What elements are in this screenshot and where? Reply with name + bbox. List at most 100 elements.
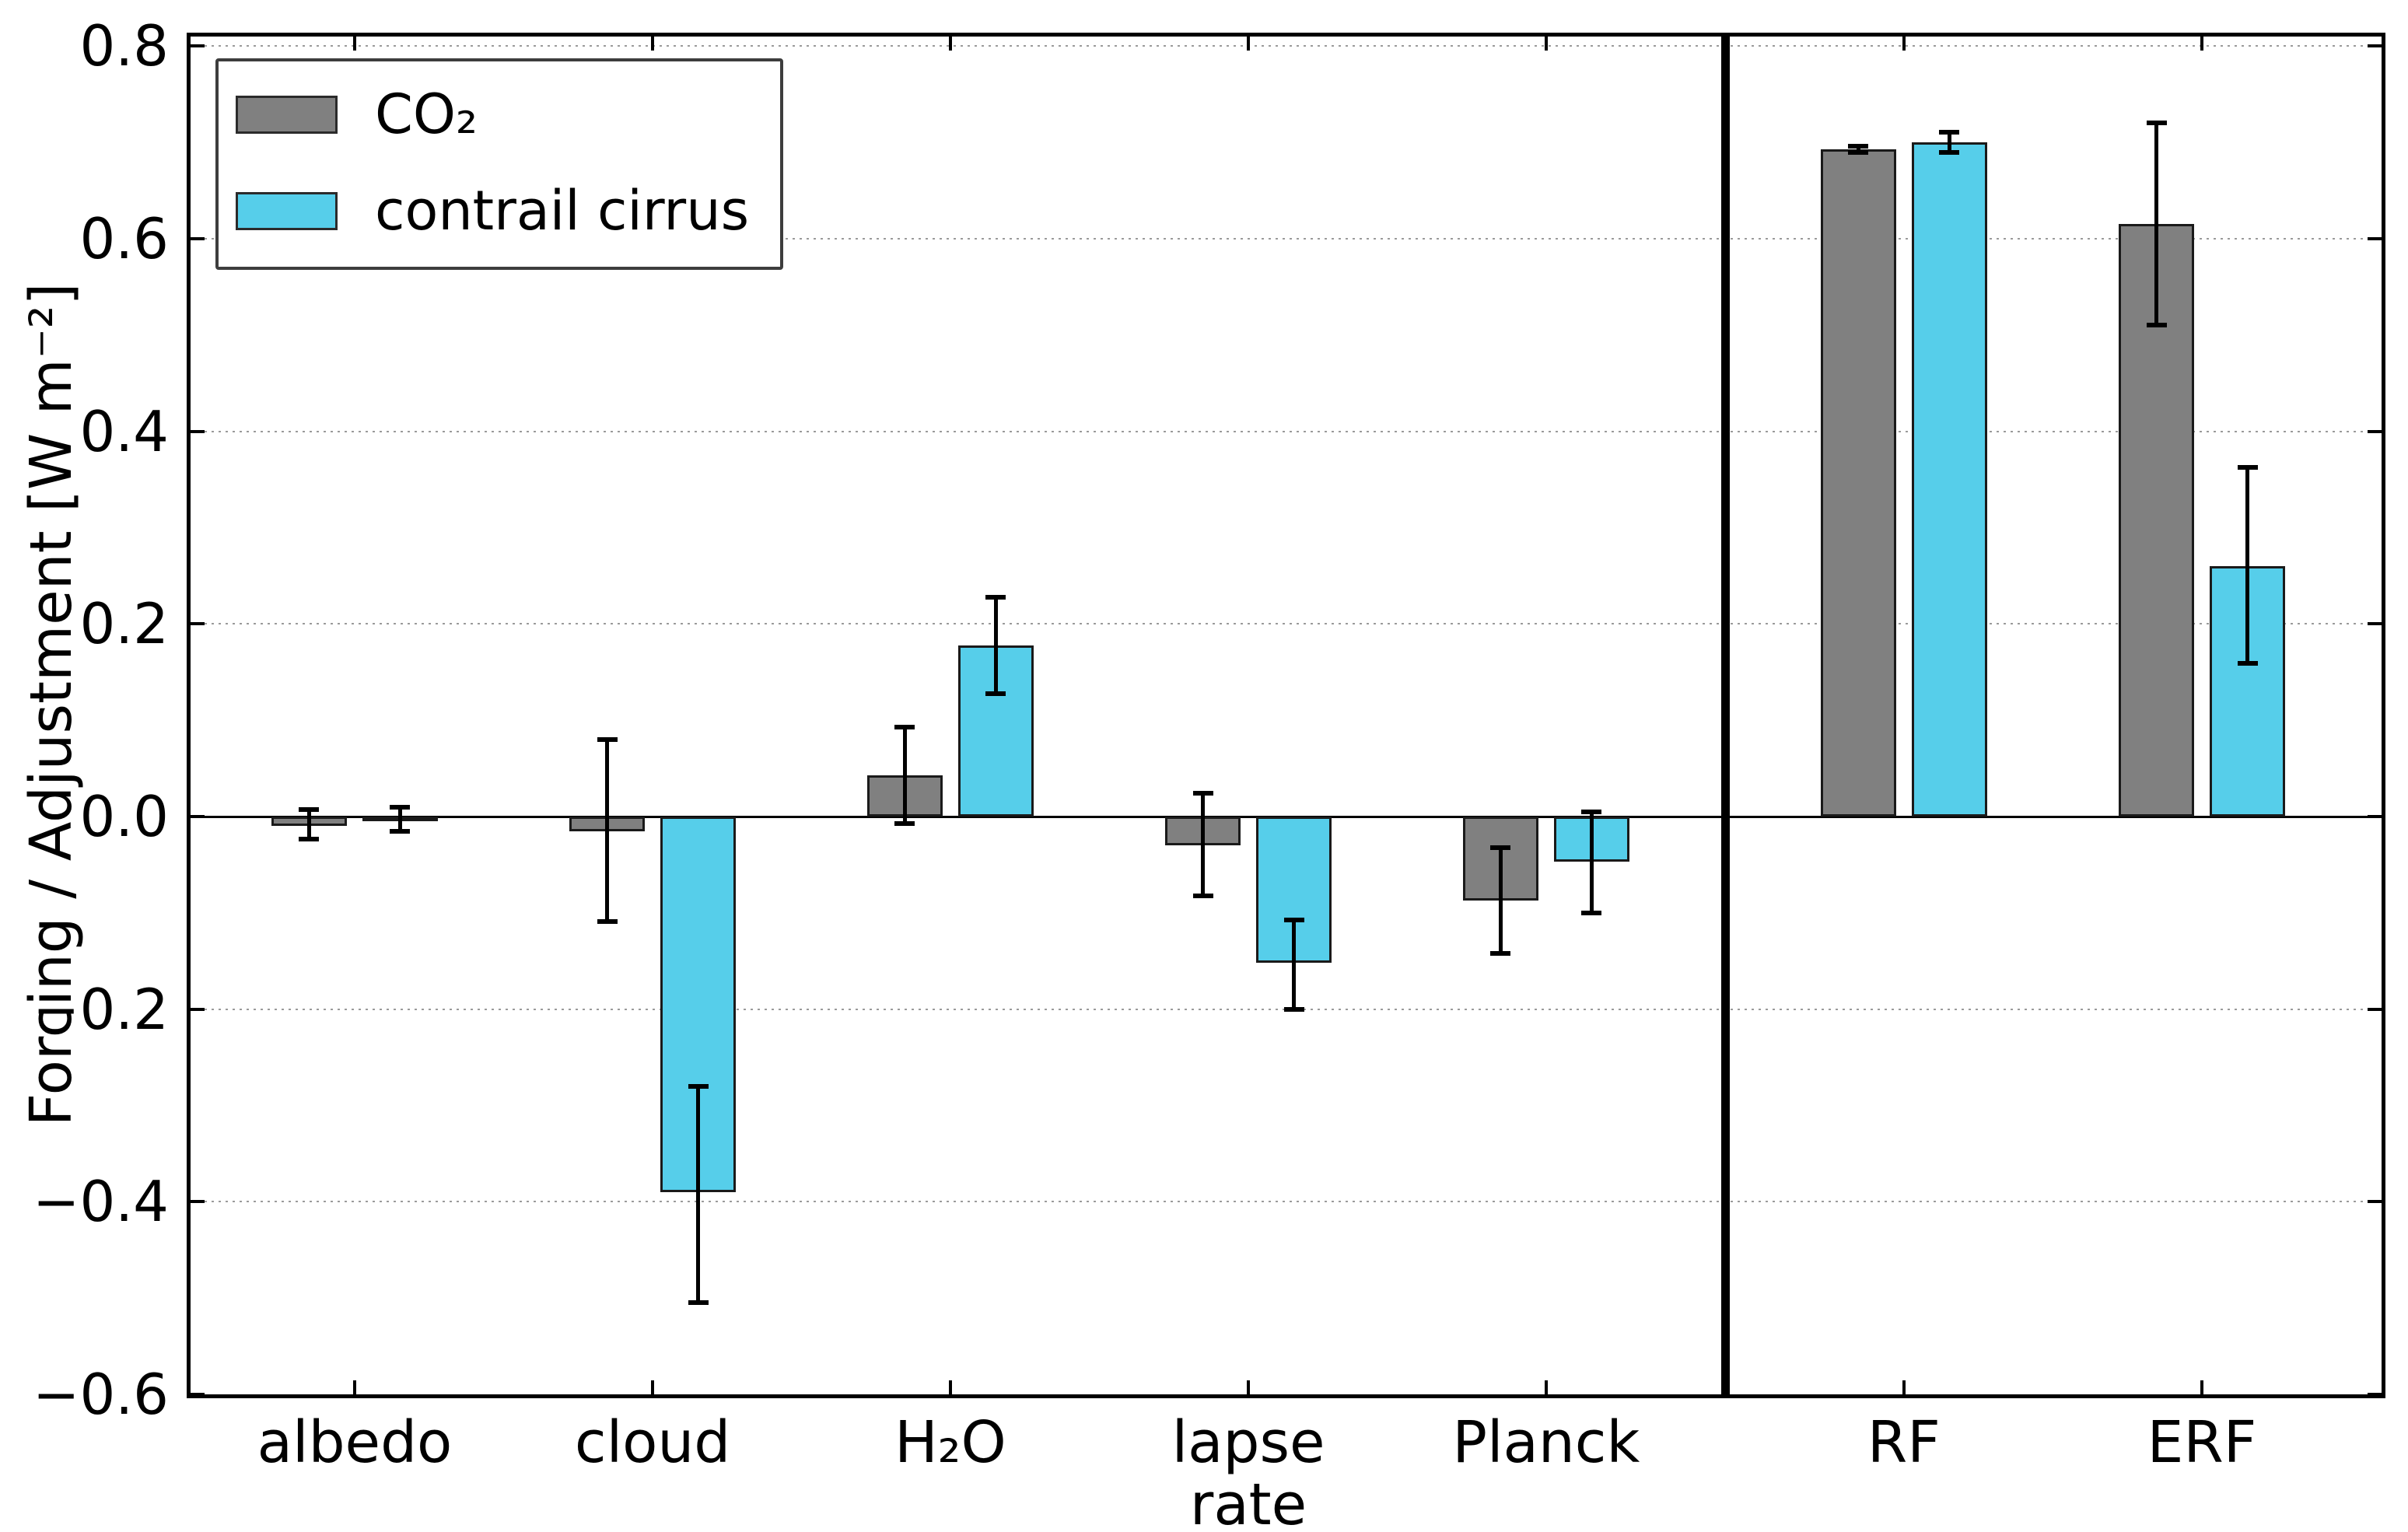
separator-line bbox=[1720, 37, 1730, 1394]
error-cap-bottom-contrail-cirrus-planck bbox=[1581, 910, 1602, 915]
x-tick-label-line: rate bbox=[1189, 1471, 1307, 1532]
x-tick-label-planck: Planck bbox=[1375, 1411, 1717, 1474]
x-tick-label-line: lapse bbox=[1171, 1409, 1325, 1476]
gridline-0.6 bbox=[191, 238, 2382, 240]
error-bar-contrail-cirrus-cloud bbox=[696, 1086, 701, 1303]
legend-entry-contrail-cirrus: contrail cirrus bbox=[236, 181, 749, 240]
error-cap-top-contrail-cirrus-erf bbox=[2237, 464, 2258, 470]
y-tick-left--0.6 bbox=[191, 1393, 205, 1396]
error-cap-bottom-contrail-cirrus-lapse-rate bbox=[1283, 1006, 1304, 1012]
y-tick-right-0 bbox=[2368, 815, 2382, 819]
error-bar-contrail-cirrus-h-o bbox=[993, 596, 998, 694]
y-axis-title: Forcing / Adjustment [W m⁻²] bbox=[18, 282, 85, 1127]
error-cap-top-co-albedo bbox=[299, 807, 320, 813]
error-cap-top-co-h-o bbox=[894, 724, 915, 729]
x-tick-bottom-planck bbox=[1544, 1380, 1548, 1394]
error-cap-bottom-co-albedo bbox=[299, 836, 320, 841]
gridline-0.2 bbox=[191, 623, 2382, 625]
error-bar-contrail-cirrus-albedo bbox=[397, 806, 402, 831]
y-tick-right-0.8 bbox=[2368, 44, 2382, 48]
error-cap-bottom-contrail-cirrus-cloud bbox=[688, 1300, 709, 1306]
x-tick-label-erf: ERF bbox=[2031, 1411, 2373, 1474]
error-bar-contrail-cirrus-rf bbox=[1947, 131, 1951, 152]
y-tick-label: 0.4 bbox=[79, 398, 169, 464]
x-tick-bottom-cloud bbox=[651, 1380, 655, 1394]
x-tick-label-rf: RF bbox=[1733, 1411, 2075, 1474]
x-tick-label-line: cloud bbox=[574, 1409, 731, 1476]
error-cap-bottom-contrail-cirrus-h-o bbox=[985, 691, 1006, 696]
legend-swatch-contrail-cirrus bbox=[236, 191, 338, 230]
error-cap-bottom-contrail-cirrus-albedo bbox=[390, 828, 411, 834]
error-cap-top-contrail-cirrus-h-o bbox=[985, 594, 1006, 600]
error-cap-bottom-co-planck bbox=[1490, 950, 1511, 956]
x-tick-bottom-albedo bbox=[352, 1380, 356, 1394]
y-tick-left-0.8 bbox=[191, 44, 205, 48]
error-cap-top-contrail-cirrus-rf bbox=[1939, 129, 1960, 135]
x-tick-label-line: RF bbox=[1867, 1409, 1941, 1476]
x-tick-top-lapse-rate bbox=[1247, 37, 1251, 51]
y-tick-label: −0.6 bbox=[33, 1362, 169, 1427]
error-bar-contrail-cirrus-lapse-rate bbox=[1292, 919, 1297, 1009]
error-cap-top-contrail-cirrus-albedo bbox=[390, 804, 411, 810]
gridline-0.8 bbox=[191, 45, 2382, 47]
y-tick-right-0.4 bbox=[2368, 429, 2382, 433]
legend-swatch-co bbox=[236, 95, 338, 134]
error-cap-bottom-co-cloud bbox=[597, 918, 618, 924]
error-bar-co-lapse-rate bbox=[1201, 793, 1206, 896]
error-bar-co-erf bbox=[2154, 123, 2158, 326]
error-cap-bottom-co-lapse-rate bbox=[1192, 893, 1213, 898]
x-tick-label-h-o: H₂O bbox=[779, 1411, 1122, 1474]
x-tick-top-albedo bbox=[352, 37, 356, 51]
y-tick-right--0.4 bbox=[2368, 1200, 2382, 1204]
error-cap-top-co-planck bbox=[1490, 845, 1511, 850]
bar-co-rf bbox=[1820, 149, 1896, 817]
error-bar-co-rf bbox=[1856, 146, 1860, 152]
error-bar-co-h-o bbox=[902, 726, 907, 824]
x-tick-top-h-o bbox=[948, 37, 952, 51]
legend-label-co: CO₂ bbox=[375, 82, 478, 146]
x-tick-label-albedo: albedo bbox=[184, 1411, 526, 1474]
y-tick-label: 0.0 bbox=[79, 784, 169, 850]
legend: CO₂ contrail cirrus bbox=[215, 58, 784, 270]
plot-area: CO₂ contrail cirrus bbox=[187, 33, 2385, 1398]
error-cap-bottom-contrail-cirrus-erf bbox=[2237, 661, 2258, 666]
x-tick-label-lapse-rate: lapse rate bbox=[1077, 1411, 1419, 1532]
error-bar-contrail-cirrus-planck bbox=[1589, 811, 1594, 913]
y-tick-left-0 bbox=[191, 815, 205, 819]
y-tick-right-0.2 bbox=[2368, 622, 2382, 626]
gridline-0.4 bbox=[191, 430, 2382, 432]
error-cap-bottom-co-rf bbox=[1848, 149, 1869, 155]
x-tick-top-rf bbox=[1902, 37, 1906, 51]
bar-contrail-cirrus-rf bbox=[1911, 142, 1987, 817]
x-tick-label-line: Planck bbox=[1452, 1409, 1640, 1476]
y-tick-label: 0.8 bbox=[79, 13, 169, 79]
x-tick-top-planck bbox=[1544, 37, 1548, 51]
error-bar-co-cloud bbox=[605, 739, 610, 922]
error-cap-top-contrail-cirrus-planck bbox=[1581, 809, 1602, 814]
y-tick-left-0.6 bbox=[191, 237, 205, 241]
error-cap-top-co-lapse-rate bbox=[1192, 791, 1213, 796]
x-tick-bottom-rf bbox=[1902, 1380, 1906, 1394]
error-cap-top-co-rf bbox=[1848, 144, 1869, 149]
y-tick-label: −0.2 bbox=[33, 976, 169, 1042]
y-tick-right-0.6 bbox=[2368, 237, 2382, 241]
x-tick-label-line: H₂O bbox=[894, 1409, 1006, 1476]
error-cap-top-co-cloud bbox=[597, 736, 618, 742]
y-tick-left--0.4 bbox=[191, 1200, 205, 1204]
error-cap-top-contrail-cirrus-cloud bbox=[688, 1083, 709, 1089]
x-tick-label-line: albedo bbox=[257, 1409, 453, 1476]
y-tick-left--0.2 bbox=[191, 1007, 205, 1011]
x-tick-bottom-erf bbox=[2200, 1380, 2203, 1394]
gridline--0.4 bbox=[191, 1201, 2382, 1203]
x-tick-bottom-lapse-rate bbox=[1247, 1380, 1251, 1394]
error-cap-bottom-contrail-cirrus-rf bbox=[1939, 149, 1960, 155]
x-tick-top-cloud bbox=[651, 37, 655, 51]
y-tick-left-0.2 bbox=[191, 622, 205, 626]
y-tick-label: 0.2 bbox=[79, 591, 169, 657]
x-tick-top-erf bbox=[2200, 37, 2203, 51]
error-cap-bottom-co-erf bbox=[2146, 323, 2167, 328]
y-tick-left-0.4 bbox=[191, 429, 205, 433]
y-tick-label: −0.4 bbox=[33, 1169, 169, 1235]
bar-contrail-cirrus-h-o bbox=[957, 645, 1034, 817]
